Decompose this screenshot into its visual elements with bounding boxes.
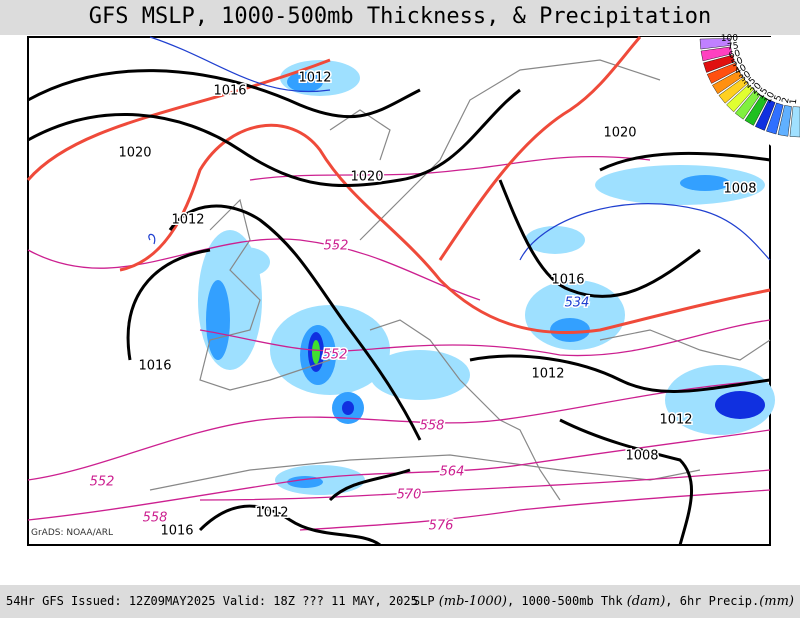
legend-swatch — [699, 38, 731, 50]
legend-swatch — [755, 99, 776, 131]
legend-label: 2 — [781, 97, 792, 105]
legend-label: 75 — [727, 41, 740, 53]
contour-label: 552 — [323, 348, 348, 363]
legend-swatch — [703, 54, 735, 73]
contour-label: 1016 — [213, 84, 246, 99]
footer-part: (mb-1000) — [438, 594, 507, 609]
legend-swatch — [734, 90, 761, 120]
contour-label: 534 — [565, 296, 590, 311]
legend-background — [640, 37, 800, 170]
contour-label: 1016 — [551, 273, 584, 288]
contour-label: 1012 — [298, 71, 331, 86]
contour-label: 558 — [143, 511, 168, 526]
534-contour — [148, 36, 771, 261]
contour-label: 1020 — [118, 146, 151, 161]
legend-label: 1 — [789, 98, 800, 105]
legend-swatch — [726, 84, 754, 113]
legend-swatch — [789, 106, 800, 138]
contour-label: 1012 — [171, 213, 204, 228]
footer-part: SLP — [412, 594, 435, 608]
contour-label: 564 — [440, 465, 465, 480]
credit: GrADS: NOAA/ARL — [31, 528, 113, 538]
contour-label: 1020 — [603, 126, 636, 141]
footer-part: (mm) — [759, 594, 794, 609]
thickness-contours — [27, 156, 771, 531]
footer-part: , 6hr Precip. — [665, 594, 760, 608]
contour-label: 1020 — [350, 170, 383, 185]
contour-label: 570 — [397, 488, 422, 503]
contour-label: 1008 — [723, 182, 756, 197]
legend-label: 10 — [763, 90, 777, 105]
contour-label: 1016 — [160, 524, 193, 539]
legend-swatch — [700, 46, 733, 62]
title: GFS MSLP, 1000-500mb Thickness, & Precip… — [0, 0, 800, 35]
contour-labels: 1012 1016 1020 1020 1012 552 1020 1008 1016 534 55… — [88, 69, 758, 540]
map-frame — [27, 36, 771, 546]
contour-label: 1012 — [659, 413, 692, 428]
legend-swatch — [777, 105, 792, 137]
pressure-contours — [27, 69, 771, 547]
contour-label: 1016 — [138, 359, 171, 374]
precip — [198, 60, 775, 495]
footer-part: (dam) — [626, 594, 666, 609]
contour-label: 1008 — [625, 449, 658, 464]
legend-swatch — [766, 102, 784, 135]
footer: 54Hr GFS Issued: 12Z09MAY2025 Valid: 18Z… — [0, 585, 800, 618]
legend-label: 40 — [733, 63, 748, 77]
legend-swatch — [706, 62, 739, 84]
contour-label: 552 — [90, 475, 115, 490]
legend-label: 50 — [730, 56, 745, 70]
legend-swatch — [718, 77, 748, 104]
legend-swatch — [712, 70, 743, 95]
contour-label: 558 — [420, 419, 445, 434]
legend-label: 100 — [721, 34, 739, 44]
legend-swatch — [744, 95, 768, 126]
footer-part: , 1000-500mb Thk — [506, 594, 623, 608]
contour-label: 1012 — [531, 367, 564, 382]
footer-right: SLP (mb-1000), 1000-500mb Thk (dam), 6hr… — [413, 585, 794, 618]
footer-left: 54Hr GFS Issued: 12Z09MAY2025 Valid: 18Z… — [6, 594, 418, 608]
contour-label: 576 — [429, 519, 454, 534]
legend-label: 5 — [773, 94, 784, 103]
legend-label: 60 — [728, 49, 742, 62]
contour-label: 552 — [324, 239, 349, 254]
contour-label: 1012 — [255, 506, 288, 521]
